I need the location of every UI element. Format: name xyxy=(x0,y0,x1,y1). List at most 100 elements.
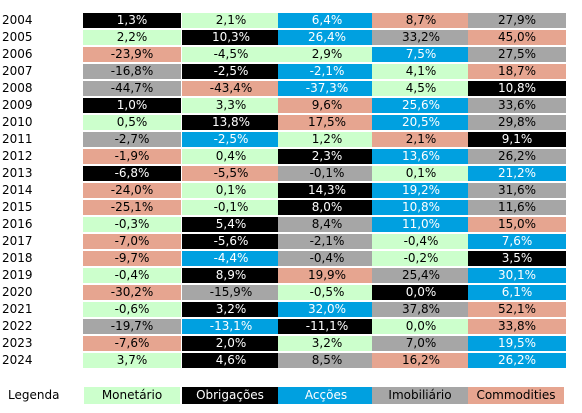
heatmap-cell: -23,9% xyxy=(83,47,181,62)
heatmap-cell: 45,0% xyxy=(468,30,566,45)
heatmap-cell: 25,4% xyxy=(372,268,470,283)
heatmap-cell: 7,6% xyxy=(468,234,566,249)
year-label: 2015 xyxy=(2,200,33,214)
heatmap-cell: 19,2% xyxy=(372,183,470,198)
heatmap-cell: 3,3% xyxy=(182,98,280,113)
heatmap-cell: 27,5% xyxy=(468,47,566,62)
heatmap-cell: -2,1% xyxy=(278,64,376,79)
heatmap-cell: 8,0% xyxy=(278,200,376,215)
heatmap-cell: 13,8% xyxy=(182,115,280,130)
heatmap-cell: 3,2% xyxy=(278,336,376,351)
heatmap-cell: 29,8% xyxy=(468,115,566,130)
heatmap-cell: -2,5% xyxy=(182,132,280,147)
heatmap-cell: 14,3% xyxy=(278,183,376,198)
heatmap-cell: -5,5% xyxy=(182,166,280,181)
heatmap-cell: 0,5% xyxy=(83,115,181,130)
legend-item-accoes: Acções xyxy=(278,387,374,404)
heatmap-cell: 0,1% xyxy=(372,166,470,181)
heatmap-cell: -1,9% xyxy=(83,149,181,164)
heatmap-cell: 6,1% xyxy=(468,285,566,300)
heatmap-cell: -44,7% xyxy=(83,81,181,96)
heatmap-cell: -6,8% xyxy=(83,166,181,181)
heatmap-cell: 8,7% xyxy=(372,13,470,28)
heatmap-cell: -11,1% xyxy=(278,319,376,334)
year-label: 2005 xyxy=(2,30,33,44)
heatmap-cell: 4,1% xyxy=(372,64,470,79)
heatmap-cell: 5,4% xyxy=(182,217,280,232)
legend-item-imobiliario: Imobiliário xyxy=(372,387,468,404)
year-label: 2023 xyxy=(2,336,33,350)
year-label: 2020 xyxy=(2,285,33,299)
heatmap-cell: 33,2% xyxy=(372,30,470,45)
heatmap-cell: -13,1% xyxy=(182,319,280,334)
heatmap-cell: 11,6% xyxy=(468,200,566,215)
heatmap-cell: 32,0% xyxy=(278,302,376,317)
heatmap-cell: 20,5% xyxy=(372,115,470,130)
heatmap-cell: -4,4% xyxy=(182,251,280,266)
year-label: 2024 xyxy=(2,353,33,367)
heatmap-cell: 26,2% xyxy=(468,149,566,164)
heatmap-cell: 1,3% xyxy=(83,13,181,28)
year-label: 2004 xyxy=(2,13,33,27)
heatmap-cell: 19,5% xyxy=(468,336,566,351)
year-label: 2008 xyxy=(2,81,33,95)
heatmap-cell: -24,0% xyxy=(83,183,181,198)
heatmap-cell: 2,1% xyxy=(372,132,470,147)
heatmap-cell: -37,3% xyxy=(278,81,376,96)
heatmap-cell: -43,4% xyxy=(182,81,280,96)
heatmap-cell: 11,0% xyxy=(372,217,470,232)
heatmap-cell: -30,2% xyxy=(83,285,181,300)
heatmap-cell: 2,2% xyxy=(83,30,181,45)
heatmap-cell: 7,5% xyxy=(372,47,470,62)
year-label: 2011 xyxy=(2,132,33,146)
heatmap-cell: 0,4% xyxy=(182,149,280,164)
heatmap-cell: -0,6% xyxy=(83,302,181,317)
heatmap-cell: 26,2% xyxy=(468,353,566,368)
heatmap-cell: -15,9% xyxy=(182,285,280,300)
year-label: 2019 xyxy=(2,268,33,282)
year-label: 2021 xyxy=(2,302,33,316)
heatmap-cell: 19,9% xyxy=(278,268,376,283)
heatmap-cell: 1,2% xyxy=(278,132,376,147)
heatmap-cell: 37,8% xyxy=(372,302,470,317)
heatmap-cell: 3,2% xyxy=(182,302,280,317)
heatmap-cell: 2,0% xyxy=(182,336,280,351)
year-label: 2009 xyxy=(2,98,33,112)
heatmap-cell: 2,9% xyxy=(278,47,376,62)
heatmap-cell: 0,0% xyxy=(372,285,470,300)
heatmap-cell: 3,5% xyxy=(468,251,566,266)
heatmap-cell: 8,5% xyxy=(278,353,376,368)
heatmap-cell: -25,1% xyxy=(83,200,181,215)
legend-item-commodities: Commodities xyxy=(468,387,564,404)
year-label: 2014 xyxy=(2,183,33,197)
heatmap-cell: -2,5% xyxy=(182,64,280,79)
heatmap-cell: 13,6% xyxy=(372,149,470,164)
heatmap-cell: 15,0% xyxy=(468,217,566,232)
heatmap-cell: 10,8% xyxy=(372,200,470,215)
heatmap-cell: 0,0% xyxy=(372,319,470,334)
heatmap-cell: -16,8% xyxy=(83,64,181,79)
heatmap-cell: -0,2% xyxy=(372,251,470,266)
heatmap-cell: 3,7% xyxy=(83,353,181,368)
heatmap-cell: 17,5% xyxy=(278,115,376,130)
heatmap-cell: -2,7% xyxy=(83,132,181,147)
heatmap-cell: 0,1% xyxy=(182,183,280,198)
year-label: 2016 xyxy=(2,217,33,231)
heatmap-cell: -0,1% xyxy=(278,166,376,181)
legend-item-monetario: Monetário xyxy=(84,387,180,404)
heatmap-cell: -2,1% xyxy=(278,234,376,249)
year-label: 2007 xyxy=(2,64,33,78)
heatmap-cell: -5,6% xyxy=(182,234,280,249)
legend-title: Legenda xyxy=(8,388,60,402)
heatmap-cell: -0,1% xyxy=(182,200,280,215)
year-label: 2018 xyxy=(2,251,33,265)
legend-item-obrigacoes: Obrigações xyxy=(182,387,278,404)
heatmap-cell: 26,4% xyxy=(278,30,376,45)
heatmap-cell: 4,5% xyxy=(372,81,470,96)
heatmap-cell: 27,9% xyxy=(468,13,566,28)
heatmap-cell: -7,0% xyxy=(83,234,181,249)
heatmap-cell: 4,6% xyxy=(182,353,280,368)
heatmap-cell: -0,4% xyxy=(83,268,181,283)
heatmap-cell: 52,1% xyxy=(468,302,566,317)
heatmap-cell: 30,1% xyxy=(468,268,566,283)
